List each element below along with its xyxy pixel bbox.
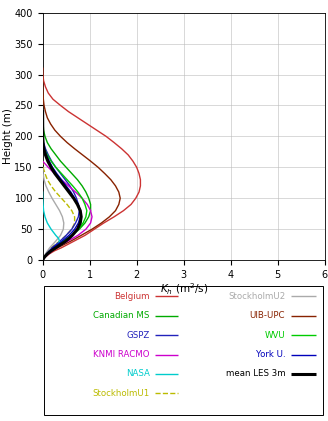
Text: NASA: NASA: [126, 370, 150, 378]
Y-axis label: Height (m): Height (m): [3, 109, 13, 164]
X-axis label: $K_h\ \rm{(m^2/s)}$: $K_h\ \rm{(m^2/s)}$: [159, 281, 208, 297]
Text: York U.: York U.: [256, 350, 285, 359]
Text: StockholmU2: StockholmU2: [228, 292, 285, 301]
Text: Canadian MS: Canadian MS: [93, 311, 150, 320]
Text: WVU: WVU: [264, 330, 285, 340]
Text: mean LES 3m: mean LES 3m: [226, 370, 285, 378]
Text: Belgium: Belgium: [114, 292, 150, 301]
Text: UIB-UPC: UIB-UPC: [250, 311, 285, 320]
Text: KNMI RACMO: KNMI RACMO: [93, 350, 150, 359]
Text: StockholmU1: StockholmU1: [92, 389, 150, 398]
Text: GSPZ: GSPZ: [127, 330, 150, 340]
